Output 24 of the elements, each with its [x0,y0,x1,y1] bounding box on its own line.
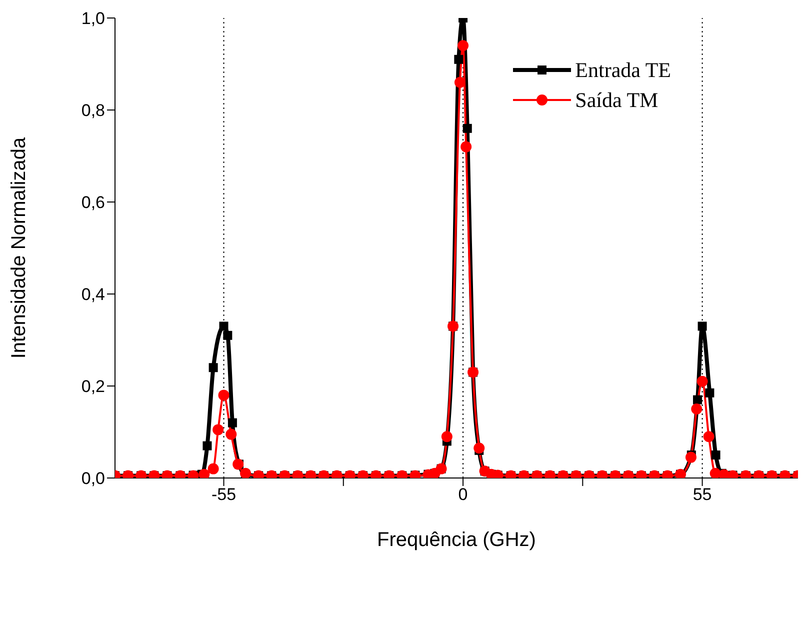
y-tick-label: 0,4 [81,285,105,304]
y-tick-label: 0,0 [81,469,105,488]
y-tick-label: 0,8 [81,101,105,120]
x-axis-title: Frequência (GHz) [377,529,536,551]
point [454,54,464,64]
point [228,418,237,428]
x-tick-label: -55 [211,485,236,504]
point [223,330,232,340]
point [705,388,714,398]
point [711,450,720,460]
legend-label: Entrada TE [575,58,671,82]
point [462,124,472,133]
y-axis-title: Intensidade Normalizada [8,136,30,359]
legend-label: Saída TM [575,88,658,112]
y-tick-label: 0,6 [81,193,105,212]
point [219,322,228,331]
point [693,395,702,404]
x-tick-label: 55 [692,485,712,504]
x-tick-label: 0 [458,485,468,504]
point [202,441,212,450]
y-tick-label: 0,2 [81,377,105,396]
point [208,363,218,372]
y-tick-label: 1,0 [81,9,105,28]
point [698,322,707,331]
